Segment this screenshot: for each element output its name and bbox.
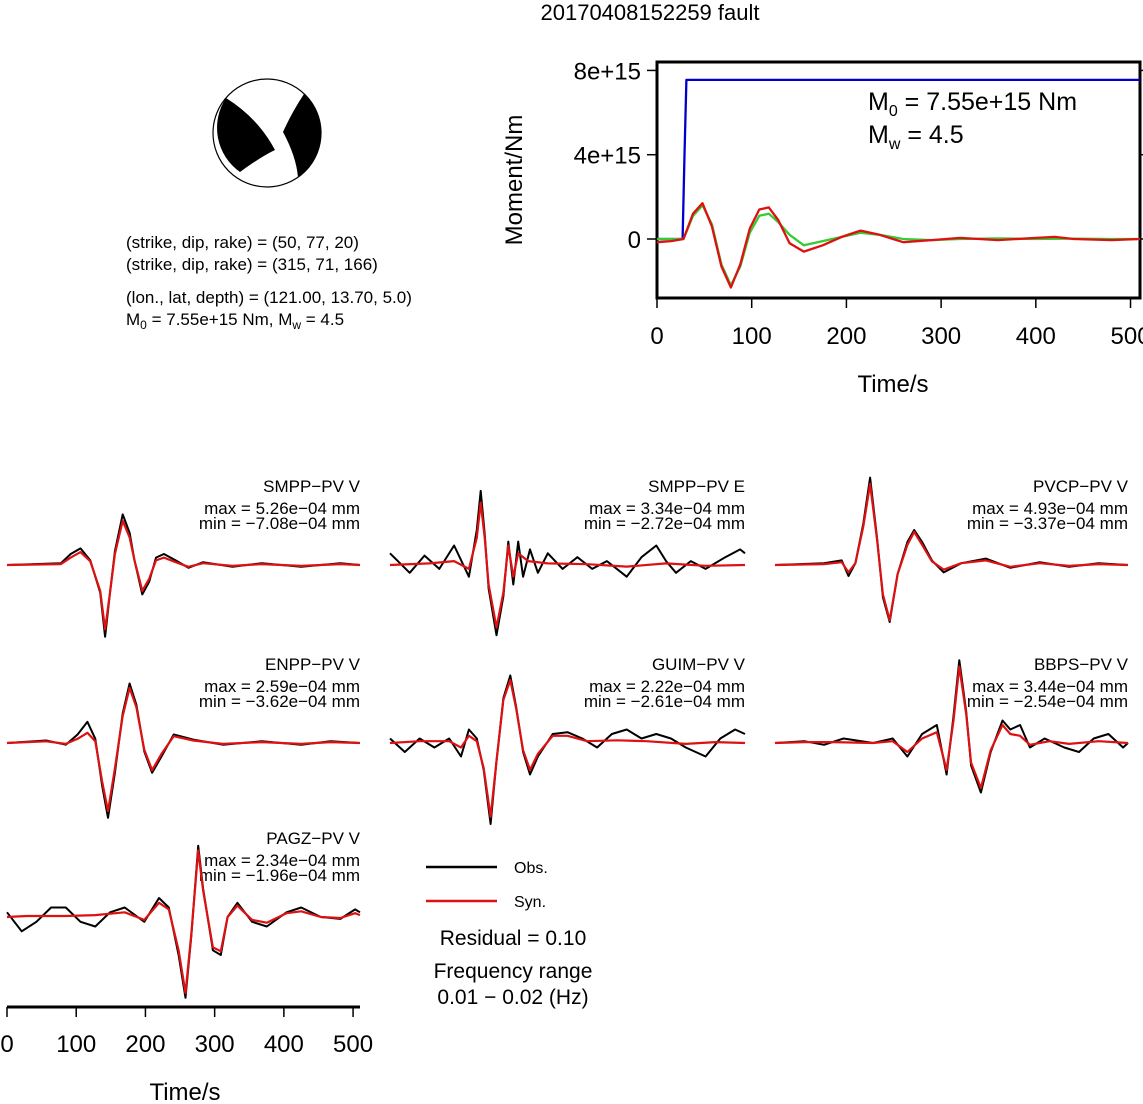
synthetic-waveform (6, 519, 361, 631)
station-name: SMPP−PV E (648, 477, 745, 496)
moment-xtick-label: 400 (1016, 323, 1056, 350)
waveform-xtick-label: 100 (56, 1031, 96, 1058)
moment-xtick-label: 100 (732, 323, 772, 350)
waveform-xtick-label: 400 (264, 1031, 304, 1058)
figure-title: 20170408152259 fault (541, 0, 760, 25)
waveform-xlabel: Time/s (149, 1079, 220, 1104)
source-parameters: (strike, dip, rake) = (50, 77, 20) (stri… (126, 233, 412, 332)
nodal-plane-1: (strike, dip, rake) = (50, 77, 20) (126, 233, 359, 252)
moment-ytick-label: 0 (628, 227, 641, 254)
station-name: ENPP−PV V (265, 655, 361, 674)
waveform-xtick-label: 500 (333, 1031, 373, 1058)
frequency-range-title: Frequency range (434, 960, 593, 983)
waveform-xtick-label: 200 (125, 1031, 165, 1058)
moment-xtick-label: 200 (826, 323, 866, 350)
station-max: max = 2.22e−04 mm (589, 677, 745, 696)
legend: Obs. Syn. (426, 860, 548, 911)
station-min: min = −2.72e−04 mm (584, 514, 745, 533)
station-min: min = −3.62e−04 mm (199, 692, 360, 711)
beachball-right-quadrant (283, 94, 321, 177)
moment-series (656, 78, 1141, 289)
beachball-left-quadrant (217, 98, 275, 172)
moment-ytick-label: 8e+15 (574, 58, 641, 85)
moment-xtick-label: 0 (650, 323, 663, 350)
synthetic-waveform (774, 665, 1129, 790)
legend-syn-label: Syn. (514, 894, 546, 911)
moment-rate-red-curve (656, 202, 1141, 289)
station-min: min = −1.96e−04 mm (199, 866, 360, 885)
synthetic-waveform (6, 686, 361, 813)
moment-xtick-label: 500 (1111, 323, 1143, 350)
moment-axes: 0 100 200 300 400 500 0 4e+15 8e+15 (574, 58, 1143, 350)
synthetic-waveform (6, 849, 361, 995)
moment-ytick-label: 4e+15 (574, 143, 641, 170)
station-min: min = −3.37e−04 mm (967, 514, 1128, 533)
synthetic-waveform (389, 501, 746, 629)
source-magnitude: M0 = 7.55e+15 Nm, Mw = 4.5 (126, 310, 344, 332)
station-name: BBPS−PV V (1034, 655, 1129, 674)
moment-ylabel: Moment/Nm (501, 115, 528, 246)
station-max: max = 4.93e−04 mm (972, 499, 1128, 518)
station-name: PVCP−PV V (1033, 477, 1129, 496)
waveform-time-axis: 0 100 200 300 400 500 (0, 1005, 373, 1058)
moment-xlabel: Time/s (857, 371, 928, 398)
waveform-xtick-label: 300 (195, 1031, 235, 1058)
legend-obs-label: Obs. (514, 860, 548, 877)
moment-mw-annotation: Mw = 4.5 (868, 121, 964, 153)
station-min: min = −2.61e−04 mm (584, 692, 745, 711)
residual-label: Residual = 0.10 (440, 927, 587, 950)
station-name: GUIM−PV V (652, 655, 746, 674)
moment-m0-annotation: M0 = 7.55e+15 Nm (868, 88, 1077, 120)
station-name: SMPP−PV V (263, 477, 361, 496)
station-max: max = 3.34e−04 mm (589, 499, 745, 518)
station-max: max = 5.26e−04 mm (204, 499, 360, 518)
station-max: max = 2.59e−04 mm (204, 677, 360, 696)
moment-panel: 0 100 200 300 400 500 0 4e+15 8e+15 Moment/Nm Ti… (501, 58, 1143, 398)
synthetic-waveform (774, 482, 1129, 622)
synthetic-waveform (389, 678, 746, 818)
source-location: (lon., lat, depth) = (121.00, 13.70, 5.0… (126, 288, 412, 307)
station-min: min = −7.08e−04 mm (199, 514, 360, 533)
station-max: max = 3.44e−04 mm (972, 677, 1128, 696)
moment-plot-frame (655, 60, 1142, 300)
waveform-xtick-label: 0 (0, 1031, 13, 1058)
moment-rate-green-curve (657, 204, 1140, 287)
station-max: max = 2.34e−04 mm (204, 851, 360, 870)
nodal-plane-2: (strike, dip, rake) = (315, 71, 166) (126, 255, 378, 274)
station-name: PAGZ−PV V (266, 829, 360, 848)
observed-waveform (389, 674, 746, 825)
moment-xtick-label: 300 (921, 323, 961, 350)
beachball (212, 78, 322, 188)
station-min: min = −2.54e−04 mm (967, 692, 1128, 711)
frequency-range-value: 0.01 − 0.02 (Hz) (437, 986, 588, 1009)
